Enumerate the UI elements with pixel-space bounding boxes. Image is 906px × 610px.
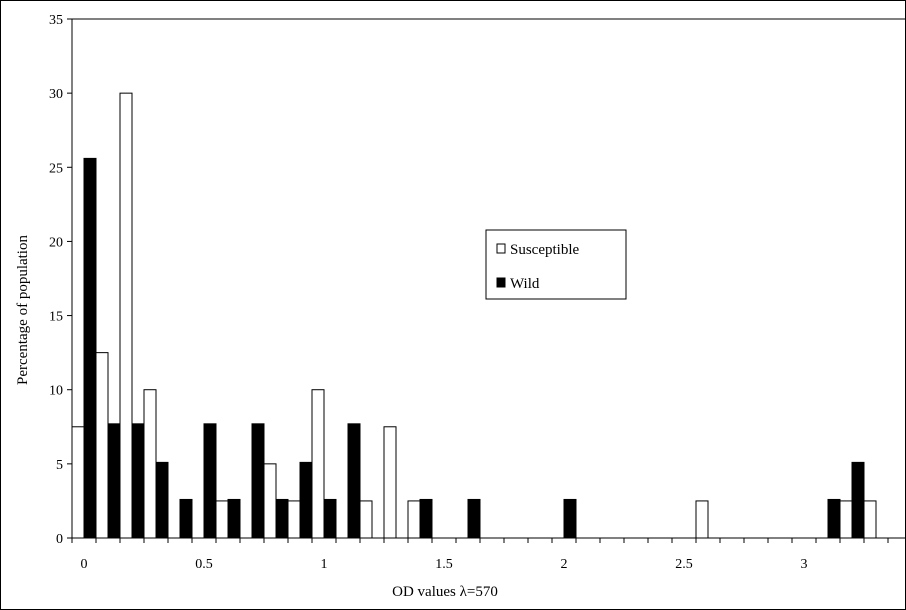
y-tick-label: 5 <box>56 458 63 473</box>
bar-wild <box>203 423 217 539</box>
bar-wild <box>83 157 97 539</box>
y-tick-label: 25 <box>49 161 63 176</box>
y-tick-label: 15 <box>49 310 63 325</box>
bar-susceptible <box>263 463 277 539</box>
bar-wild <box>347 423 361 539</box>
legend-label-susceptible: Susceptible <box>510 242 579 258</box>
x-axis-label: OD values λ=570 <box>392 584 498 600</box>
x-tick-label: 1 <box>321 557 328 572</box>
bar-wild <box>251 423 265 539</box>
bar-wild <box>275 498 289 539</box>
bar-susceptible <box>383 426 397 539</box>
bar-wild <box>179 498 193 539</box>
bar-susceptible <box>311 389 325 539</box>
bar-susceptible <box>407 500 421 539</box>
x-tick-label: 3 <box>801 557 808 572</box>
bar-wild <box>131 423 145 539</box>
y-tick-label: 20 <box>49 235 63 250</box>
bar-susceptible <box>143 389 157 539</box>
bar-wild <box>155 461 169 539</box>
x-tick-label: 0 <box>81 557 88 572</box>
bar-wild <box>563 498 577 539</box>
y-tick-label: 0 <box>56 532 63 547</box>
bar-wild <box>227 498 241 539</box>
x-tick-label: 2.5 <box>675 557 693 572</box>
legend-box <box>485 229 627 300</box>
bar-wild <box>107 423 121 539</box>
legend-swatch-susceptible <box>496 243 506 254</box>
plot-area <box>71 18 905 539</box>
x-axis: 0 0.5 1 1.5 2 2.5 3 <box>71 537 905 572</box>
legend-label-wild: Wild <box>510 276 540 292</box>
bar-susceptible <box>695 500 709 539</box>
bar-susceptible <box>287 500 301 539</box>
bar-susceptible <box>215 500 229 539</box>
bar-susceptible <box>95 352 109 539</box>
x-tick-label: 2 <box>561 557 568 572</box>
bar-susceptible <box>839 500 853 539</box>
bar-wild <box>419 498 433 539</box>
bar-wild <box>299 461 313 539</box>
legend-swatch-wild <box>496 277 506 288</box>
y-axis-label: Percentage of population <box>15 235 31 385</box>
bar-wild <box>827 498 841 539</box>
y-tick-label: 35 <box>49 13 63 28</box>
y-tick-label: 30 <box>49 87 63 102</box>
bar-susceptible <box>119 92 133 539</box>
bar-wild <box>323 498 337 539</box>
bar-wild <box>851 461 865 539</box>
legend: Susceptible Wild <box>485 229 627 300</box>
bar-susceptible <box>863 500 877 539</box>
x-tick-label: 0.5 <box>195 557 213 572</box>
bar-susceptible <box>359 500 373 539</box>
bar-susceptible <box>71 426 85 539</box>
y-tick-label: 10 <box>49 384 63 399</box>
bar-wild <box>467 498 481 539</box>
x-tick-label: 1.5 <box>435 557 453 572</box>
y-axis: 0 5 10 15 20 25 30 35 <box>49 13 73 547</box>
